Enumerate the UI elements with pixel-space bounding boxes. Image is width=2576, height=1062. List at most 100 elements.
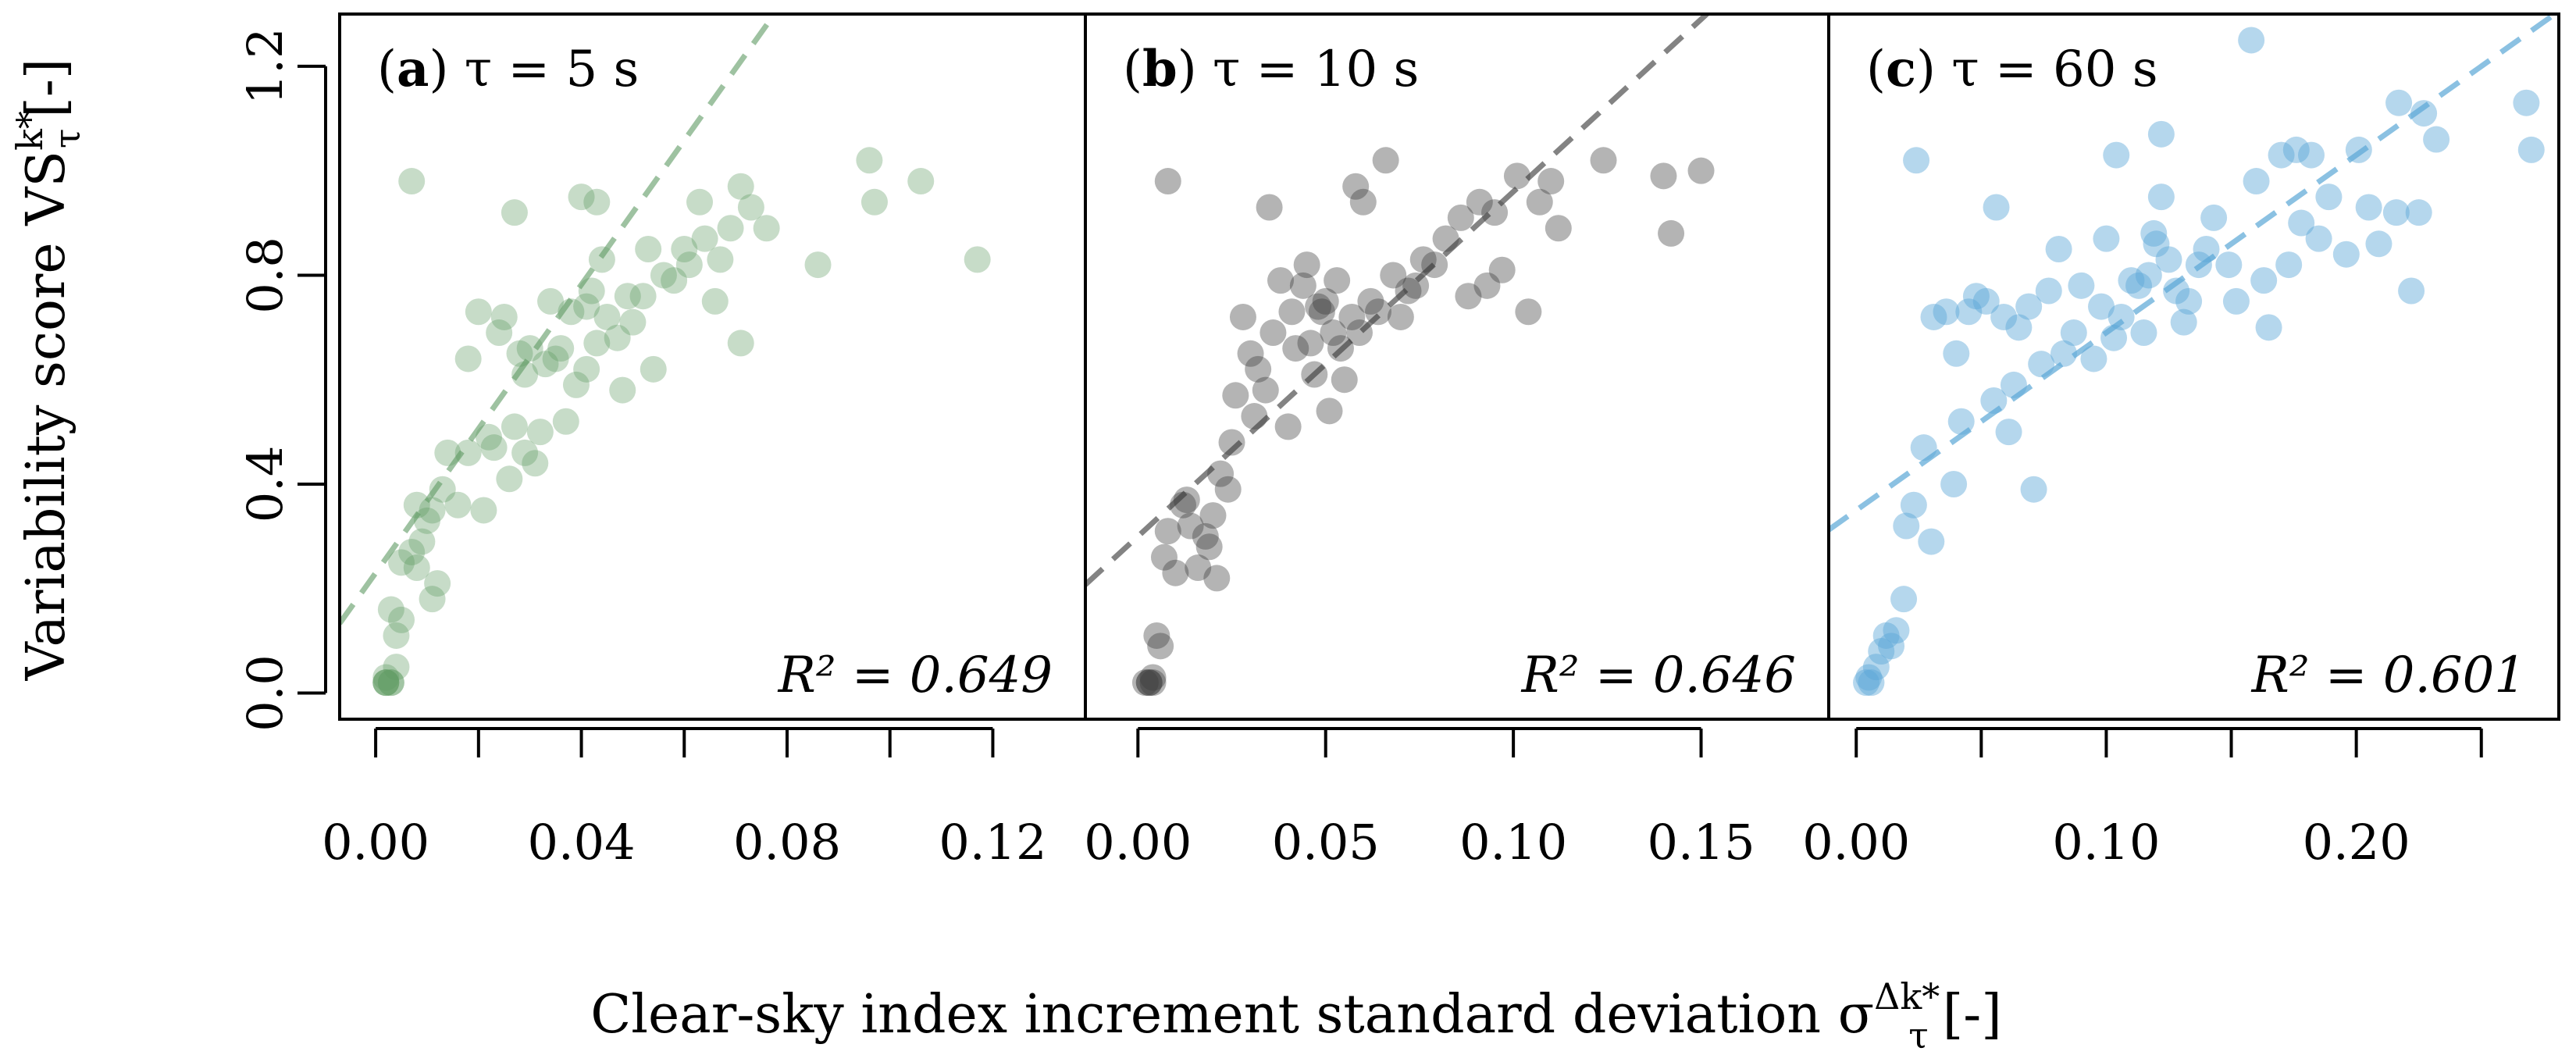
panel-b-point	[1455, 283, 1482, 310]
panel-c-point	[2045, 236, 2072, 262]
panel-a-point	[568, 184, 595, 211]
panel-a-x-tick-label: 0.04	[528, 814, 636, 871]
panel-c-point	[2365, 230, 2393, 258]
panel-b-point	[1357, 287, 1384, 315]
panel-b-point	[1229, 303, 1256, 330]
y-tick-label: 1.2	[237, 28, 294, 105]
panel-a-point	[753, 215, 780, 242]
panel-a-point	[573, 293, 600, 320]
panel-b-point	[1365, 298, 1392, 326]
panel-b-point	[1658, 219, 1685, 247]
panel-b-point	[1349, 188, 1377, 216]
panel-a-point	[388, 606, 415, 633]
panel-c-point	[2282, 136, 2310, 163]
panel-c-point	[1995, 419, 2022, 446]
panel-a-point	[635, 236, 662, 262]
x-axes: 0.00 0.04 0.08 0.12 0.00 0.05 0.10 0.15 0.00 0.10…	[322, 727, 2483, 871]
panel-a-point	[727, 173, 754, 200]
panel-c-point	[1980, 387, 2008, 414]
panel-c-point	[1883, 617, 1910, 644]
panel-a-point	[573, 355, 600, 383]
panel-b-x-tick-label: 0.15	[1648, 814, 1755, 871]
panel-c-point	[2297, 141, 2325, 169]
panel-b-point	[1147, 633, 1174, 660]
panel-b-point	[1342, 173, 1370, 200]
panel-c-point	[2175, 287, 2203, 315]
panel-a-point	[501, 413, 528, 440]
panel-a-point	[907, 168, 935, 195]
panel-b-point	[1289, 272, 1317, 299]
panel-c-point	[1920, 303, 1947, 330]
panel-a-point	[403, 554, 430, 582]
panel-b-point	[1199, 502, 1227, 529]
panel-a-x-tick-label: 0.08	[733, 814, 841, 871]
panel-a-point	[532, 351, 559, 378]
panel-b-point	[1214, 476, 1242, 503]
panel-c-point	[1933, 298, 1960, 326]
panel-a-point	[619, 308, 647, 336]
panel-a-title: (a) τ = 5 s	[377, 40, 639, 98]
panel-a-point	[522, 450, 549, 477]
panel-b-point	[1131, 669, 1159, 697]
panel-a-point	[490, 303, 518, 330]
panel-a-point	[614, 283, 641, 310]
panel-a-point	[454, 345, 482, 372]
panel-c-point	[1962, 283, 1990, 310]
panel-a-point	[650, 262, 677, 289]
panel-c-x-tick-label: 0.10	[2052, 814, 2160, 871]
panel-c-point	[2155, 246, 2182, 273]
panel-a-point	[434, 439, 461, 466]
panel-a-point	[675, 251, 703, 279]
panel-b-point	[1372, 147, 1399, 174]
panel-c-point	[2125, 272, 2153, 299]
panel-a-fit-line	[340, 14, 779, 625]
panel-a-point	[419, 497, 446, 524]
panel-c-point	[2068, 272, 2095, 299]
panel-c-point	[2130, 319, 2157, 347]
panel-b-point	[1170, 491, 1197, 519]
panel-b-point	[1409, 246, 1437, 273]
panel-b-point	[1432, 225, 1459, 252]
panel-c-point	[2423, 126, 2450, 153]
panel-c-point	[2517, 136, 2545, 163]
panel-c-point	[2170, 308, 2197, 336]
panel-b-point	[1320, 319, 1347, 347]
panel-b-point	[1421, 251, 1448, 279]
panel-b-point	[1297, 330, 1324, 357]
panel-c-r2-label: R² = 0.601	[2251, 647, 2526, 704]
panel-c-point	[2088, 293, 2115, 320]
panel-a-point	[372, 669, 400, 697]
panel-b-point	[1687, 157, 1715, 184]
panel-a-plot-area	[340, 14, 991, 697]
panel-c-point	[1893, 512, 1920, 540]
panel-a-point	[470, 497, 497, 524]
panel-b-point	[1308, 298, 1335, 326]
panel-b-point	[1537, 168, 1565, 195]
panel-b-point	[1139, 664, 1167, 691]
panel-c-frame	[1827, 12, 2560, 721]
panel-c-point	[2000, 371, 2027, 398]
panel-c-point	[2305, 225, 2332, 252]
panel-a-point	[496, 465, 523, 493]
panel-b-point	[1324, 267, 1351, 294]
panel-b-point	[1259, 319, 1287, 347]
panel-b-point	[1316, 397, 1343, 425]
panel-b-x-axis: 0.00 0.05 0.10 0.15	[1084, 727, 1755, 871]
panel-b-point	[1503, 162, 1530, 190]
panel-a-point	[480, 434, 508, 462]
panel-a-point	[377, 596, 404, 623]
panel-a-point	[486, 319, 513, 347]
panel-b-point	[1312, 287, 1339, 315]
panel-a-point	[583, 330, 611, 357]
panel-a-point	[383, 622, 410, 649]
panel-a-point	[537, 287, 565, 315]
panel-c-point	[2410, 100, 2438, 127]
panel-a-point	[604, 324, 631, 351]
panel-c-x-tick-label: 0.20	[2303, 814, 2410, 871]
panel-a-point	[707, 246, 734, 273]
panel-a-point	[583, 188, 611, 216]
panel-b-plot-area	[1085, 14, 1715, 697]
panel-a-point	[454, 439, 482, 466]
panel-a-point	[413, 507, 440, 534]
